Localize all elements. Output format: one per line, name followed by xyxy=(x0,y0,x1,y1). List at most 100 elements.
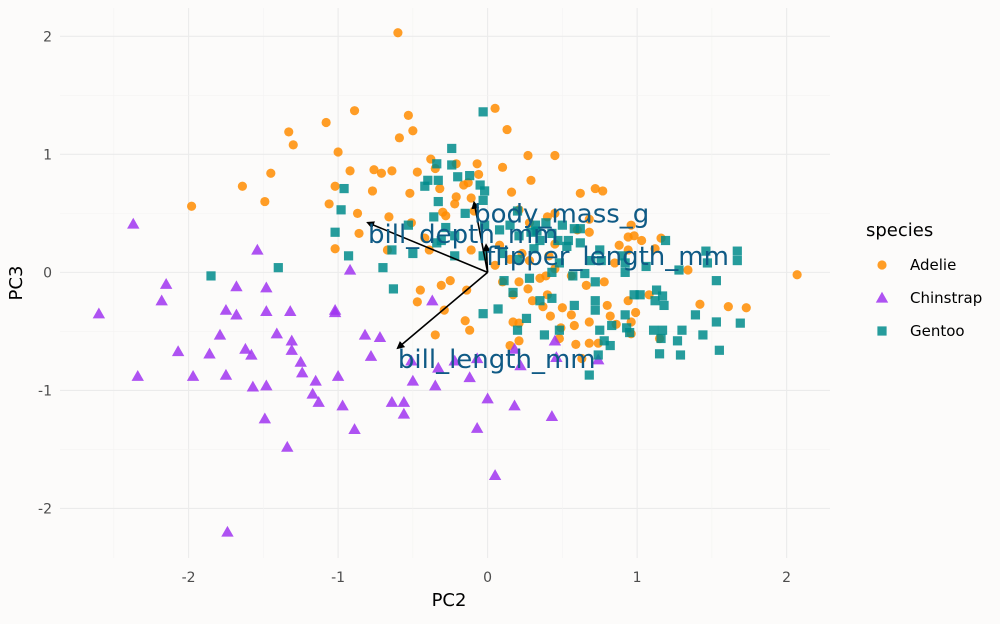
gentoo-point xyxy=(547,293,557,303)
loading-label-body_mass_g: body_mass_g xyxy=(474,200,649,230)
legend-label: Chinstrap xyxy=(910,289,982,307)
gentoo-point xyxy=(547,267,557,277)
gentoo-point xyxy=(735,318,745,328)
adelie-point xyxy=(610,258,620,268)
adelie-point xyxy=(598,186,608,196)
adelie-point xyxy=(577,353,587,364)
gentoo-point xyxy=(553,235,563,246)
gentoo-point xyxy=(674,265,684,275)
gentoo-point xyxy=(493,304,503,314)
adelie-point xyxy=(502,124,512,135)
gentoo-point xyxy=(702,258,712,268)
adelie-point xyxy=(695,299,705,309)
gentoo-point xyxy=(512,254,523,264)
gentoo-point xyxy=(596,255,606,266)
gentoo-point xyxy=(568,271,578,281)
adelie-point xyxy=(650,244,660,254)
gentoo-point xyxy=(656,333,666,344)
gentoo-point xyxy=(433,175,443,185)
chinstrap-point xyxy=(508,399,521,411)
chinstrap-point xyxy=(373,331,387,342)
adelie-point xyxy=(260,196,270,207)
chinstrap-point xyxy=(508,342,521,354)
chinstrap-point xyxy=(514,359,527,371)
chinstrap-point xyxy=(385,396,399,407)
adelie-point xyxy=(514,318,524,328)
gentoo-point xyxy=(677,325,687,335)
adelie-point xyxy=(450,199,460,209)
chinstrap-point xyxy=(230,280,243,292)
gentoo-point xyxy=(698,330,708,340)
gentoo-point xyxy=(569,300,579,311)
gentoo-point xyxy=(563,235,573,246)
adelie-point xyxy=(474,169,484,180)
adelie-point xyxy=(330,181,340,191)
gentoo-point xyxy=(554,325,564,335)
adelie-point xyxy=(387,166,397,176)
gentoo-point xyxy=(622,323,632,333)
adelie-point xyxy=(584,338,594,348)
adelie-point xyxy=(550,150,560,161)
adelie-point xyxy=(544,251,554,261)
gentoo-point xyxy=(539,330,550,340)
chinstrap-point xyxy=(348,423,361,435)
gentoo-point xyxy=(450,251,460,261)
gentoo-point xyxy=(620,267,630,277)
adelie-point xyxy=(376,168,387,178)
loading-label-bill_depth_mm: bill_depth_mm xyxy=(368,220,559,250)
chinstrap-point xyxy=(296,366,309,378)
y-axis-ticks: -2 -1 0 1 2 xyxy=(38,29,52,517)
adelie-point xyxy=(394,133,404,143)
gentoo-point xyxy=(617,251,627,261)
adelie-point xyxy=(330,244,340,254)
gentoo-point xyxy=(388,284,399,294)
gentoo-point xyxy=(478,251,488,261)
y-axis-title: PC3 xyxy=(6,266,27,301)
adelie-point xyxy=(324,199,334,209)
gentoo-point xyxy=(480,220,490,230)
gentoo-point xyxy=(541,218,551,228)
legend-label: Gentoo xyxy=(910,322,965,340)
chinstrap-point xyxy=(397,407,411,419)
gentoo-point xyxy=(714,345,724,355)
legend-label: Adelie xyxy=(910,256,956,274)
chinstrap-point xyxy=(203,347,216,359)
gentoo-point xyxy=(499,276,509,286)
gentoo-point xyxy=(529,244,539,254)
adelie-point xyxy=(514,277,524,287)
legend-item-chinstrap: Chinstrap xyxy=(875,289,982,307)
gentoo-point xyxy=(433,196,443,207)
gentoo-point xyxy=(494,225,505,235)
gentoo-point xyxy=(480,186,490,196)
chinstrap-point xyxy=(432,361,445,373)
adelie-point xyxy=(590,183,600,194)
adelie-point xyxy=(569,320,579,331)
adelie-point xyxy=(438,207,448,217)
adelie-point xyxy=(514,336,524,346)
loading-arrow-flipper_length_mm xyxy=(482,243,491,273)
chinstrap-point xyxy=(285,334,298,346)
y-tick-label: 2 xyxy=(43,29,52,45)
adelie-point xyxy=(602,300,612,311)
gentoo-point xyxy=(403,220,413,230)
chinstrap-point xyxy=(545,410,559,422)
gentoo-point xyxy=(657,325,668,335)
series-chinstrap xyxy=(92,217,605,537)
chinstrap-point xyxy=(127,217,140,229)
chinstrap-point xyxy=(239,342,252,354)
chinstrap-point xyxy=(281,440,294,452)
adelie-point xyxy=(584,214,594,224)
chinstrap-point xyxy=(331,370,345,381)
adelie-point xyxy=(436,280,446,290)
x-tick-label: 2 xyxy=(782,570,791,586)
gentoo-point xyxy=(273,263,283,273)
adelie-point xyxy=(490,260,500,270)
gentoo-point xyxy=(432,159,442,169)
gentoo-point xyxy=(711,276,721,286)
adelie-point xyxy=(284,127,294,137)
chinstrap-point xyxy=(186,370,200,381)
legend-key-square xyxy=(877,326,887,336)
gentoo-point xyxy=(526,227,536,237)
adelie-point xyxy=(472,159,482,169)
adelie-point xyxy=(605,311,615,321)
